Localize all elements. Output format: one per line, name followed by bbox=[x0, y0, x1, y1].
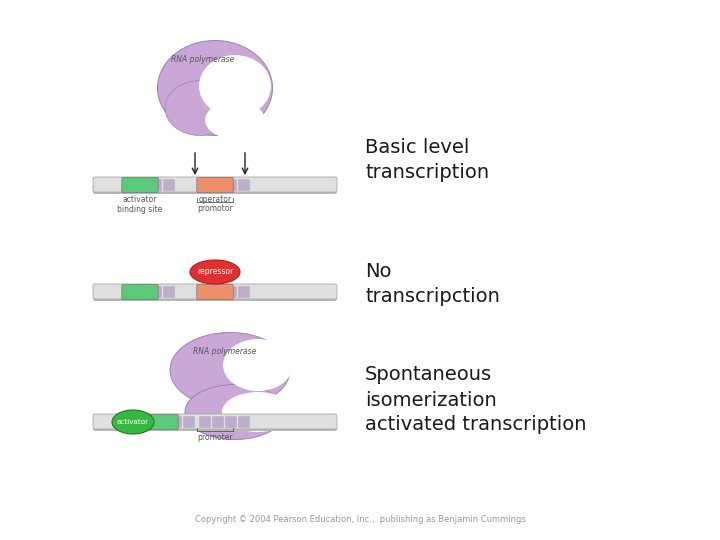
Ellipse shape bbox=[199, 55, 271, 117]
Text: Basic level
transcription: Basic level transcription bbox=[365, 138, 489, 182]
FancyBboxPatch shape bbox=[199, 179, 211, 191]
FancyBboxPatch shape bbox=[238, 179, 250, 191]
Ellipse shape bbox=[185, 384, 285, 440]
FancyBboxPatch shape bbox=[163, 179, 175, 191]
FancyBboxPatch shape bbox=[212, 286, 224, 298]
FancyBboxPatch shape bbox=[142, 414, 179, 430]
FancyBboxPatch shape bbox=[125, 179, 136, 191]
FancyBboxPatch shape bbox=[138, 286, 149, 298]
FancyBboxPatch shape bbox=[125, 286, 136, 298]
Ellipse shape bbox=[170, 333, 290, 408]
FancyBboxPatch shape bbox=[93, 285, 337, 301]
FancyBboxPatch shape bbox=[157, 416, 168, 428]
FancyBboxPatch shape bbox=[225, 416, 237, 428]
Ellipse shape bbox=[223, 339, 293, 391]
Text: Spontaneous
isomerization
activated transcription: Spontaneous isomerization activated tran… bbox=[365, 366, 587, 435]
FancyBboxPatch shape bbox=[197, 177, 233, 193]
FancyBboxPatch shape bbox=[93, 414, 337, 429]
FancyBboxPatch shape bbox=[225, 286, 237, 298]
FancyBboxPatch shape bbox=[225, 179, 237, 191]
FancyBboxPatch shape bbox=[238, 416, 250, 428]
FancyBboxPatch shape bbox=[93, 178, 337, 194]
Text: repressor: repressor bbox=[197, 267, 233, 276]
FancyBboxPatch shape bbox=[238, 286, 250, 298]
FancyBboxPatch shape bbox=[122, 284, 158, 300]
Ellipse shape bbox=[222, 392, 294, 432]
FancyBboxPatch shape bbox=[150, 286, 162, 298]
FancyBboxPatch shape bbox=[163, 286, 175, 298]
FancyBboxPatch shape bbox=[197, 284, 233, 300]
FancyBboxPatch shape bbox=[138, 179, 149, 191]
Ellipse shape bbox=[205, 101, 265, 139]
Text: activator: activator bbox=[117, 419, 149, 425]
Text: RNA polymerase: RNA polymerase bbox=[171, 56, 235, 64]
Ellipse shape bbox=[158, 40, 272, 136]
FancyBboxPatch shape bbox=[212, 416, 224, 428]
Ellipse shape bbox=[165, 80, 235, 136]
FancyBboxPatch shape bbox=[93, 415, 337, 431]
Text: RNA polymerase: RNA polymerase bbox=[193, 348, 257, 356]
FancyBboxPatch shape bbox=[170, 416, 181, 428]
FancyBboxPatch shape bbox=[93, 284, 337, 299]
FancyBboxPatch shape bbox=[199, 416, 211, 428]
FancyBboxPatch shape bbox=[212, 179, 224, 191]
FancyBboxPatch shape bbox=[144, 416, 156, 428]
FancyBboxPatch shape bbox=[150, 179, 162, 191]
Text: promotor: promotor bbox=[197, 204, 233, 213]
FancyBboxPatch shape bbox=[122, 177, 158, 193]
FancyBboxPatch shape bbox=[93, 177, 337, 192]
Text: operator: operator bbox=[199, 195, 232, 204]
Text: No
transcripction: No transcripction bbox=[365, 262, 500, 306]
Ellipse shape bbox=[190, 260, 240, 284]
Text: Copyright © 2004 Pearson Education, Inc.,  publishing as Benjamin Cummings: Copyright © 2004 Pearson Education, Inc.… bbox=[194, 516, 526, 524]
Ellipse shape bbox=[112, 410, 154, 434]
Text: promoter: promoter bbox=[197, 433, 233, 442]
Text: activator
binding site: activator binding site bbox=[117, 195, 163, 214]
FancyBboxPatch shape bbox=[199, 286, 211, 298]
FancyBboxPatch shape bbox=[183, 416, 195, 428]
